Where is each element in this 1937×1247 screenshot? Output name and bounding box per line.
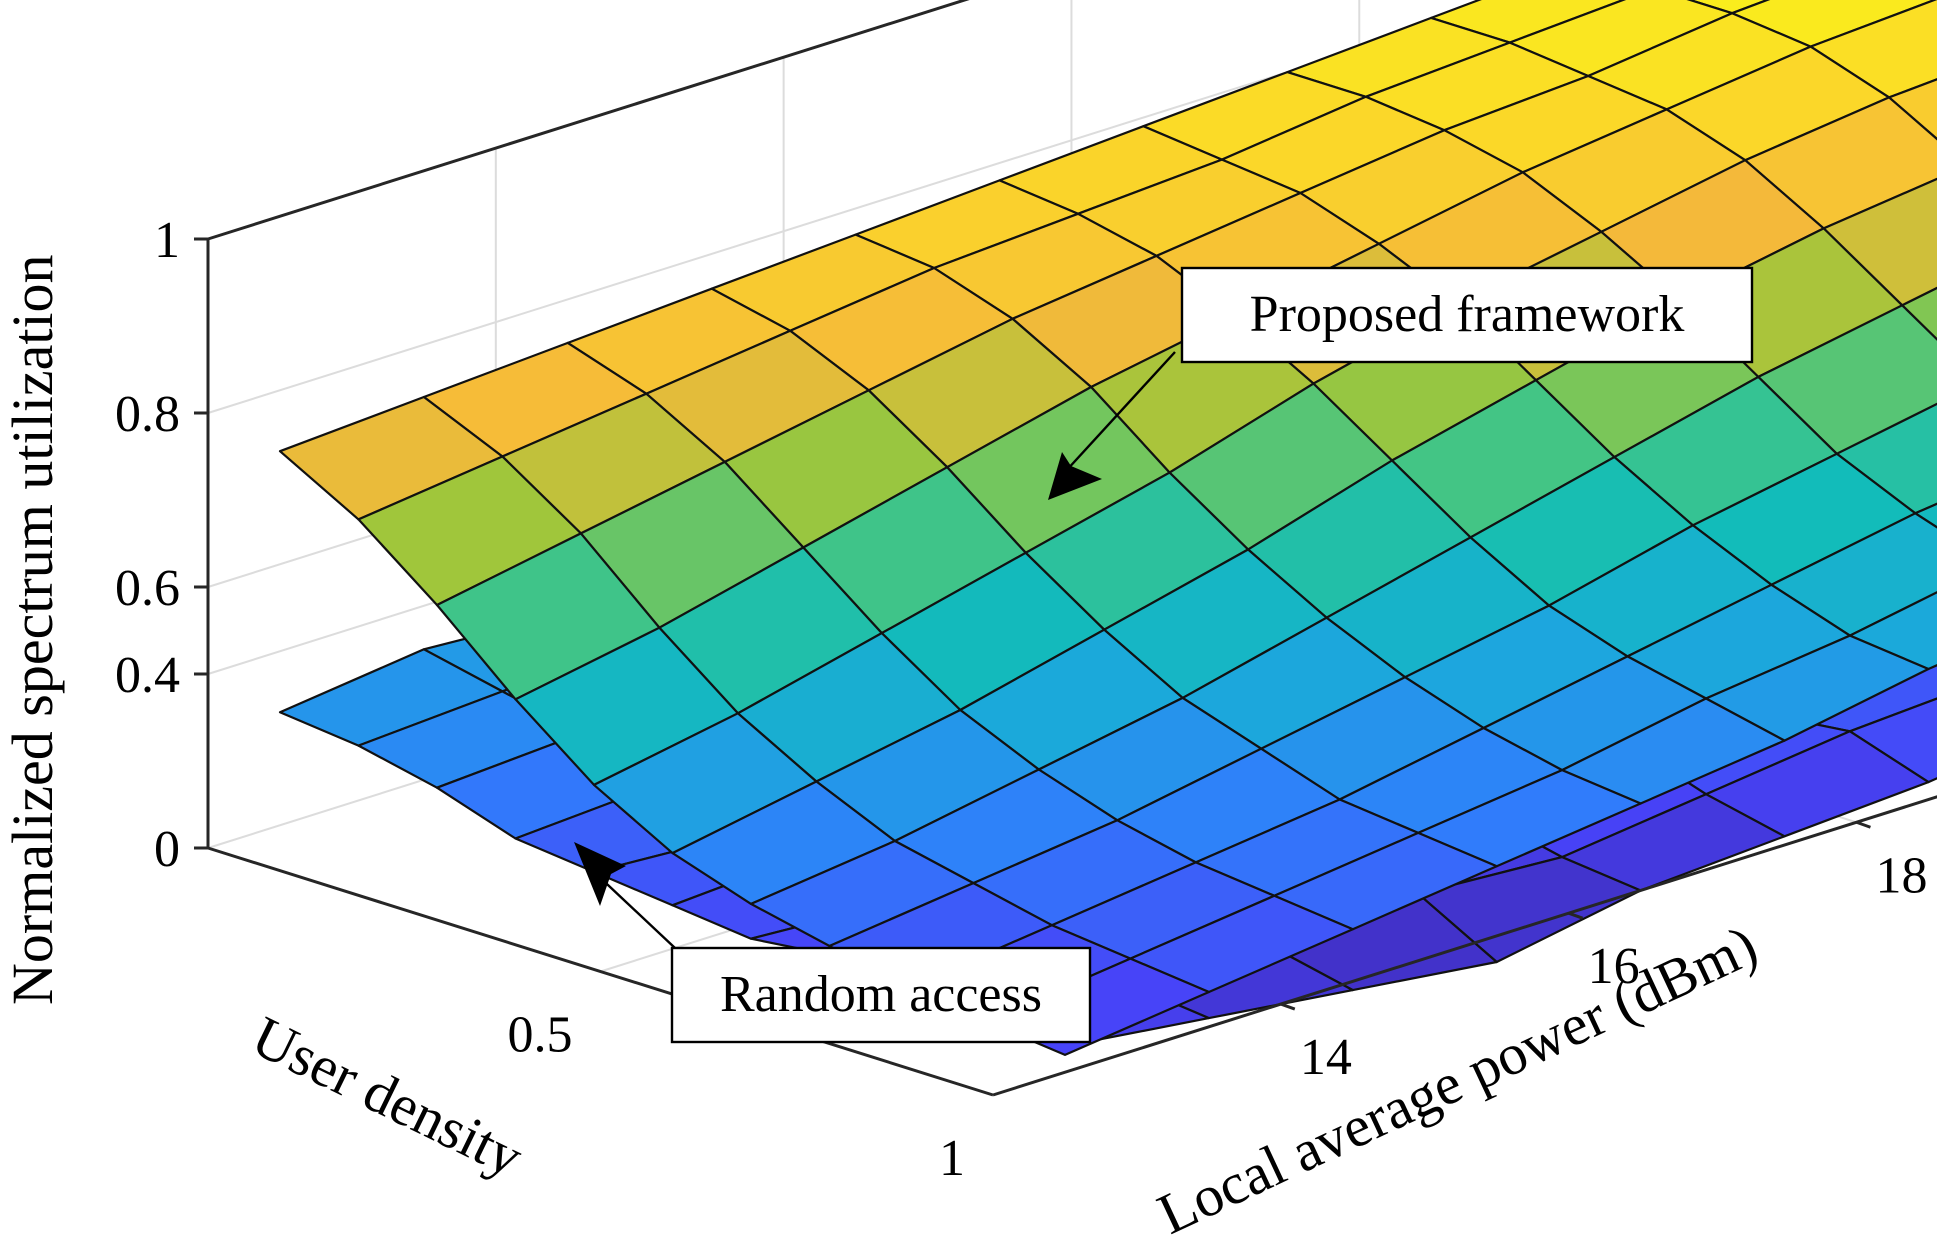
x-axis-line — [207, 846, 994, 1097]
y-axis-line — [992, 795, 1937, 1097]
z-tick-label: 0.6 — [115, 560, 180, 617]
annotation-random-box — [670, 946, 1092, 1044]
annotation-proposed-arrow-line — [1064, 351, 1176, 473]
x-tick-label: 1 — [939, 1130, 965, 1187]
annotation-random: Random access — [574, 842, 1092, 1044]
y-tick-mark — [1855, 820, 1871, 829]
y-tick-mark — [1568, 911, 1584, 920]
z-axis-label: Normalized spectrum utilization — [0, 254, 65, 1005]
grid-line-z-left — [207, 0, 1519, 414]
y-tick-label: 16 — [1588, 938, 1640, 995]
proposed-framework-patch — [1901, 286, 1937, 341]
tick-labels: 00.40.60.810.511416182022 — [115, 212, 1927, 1187]
x-axis-label: User density — [242, 1003, 533, 1189]
axes-front-box — [206, 239, 1937, 1097]
z-tick-label: 0.4 — [115, 647, 180, 704]
annotation-proposed: Proposed framework — [1048, 266, 1754, 500]
y-tick-mark — [1280, 1002, 1296, 1011]
x-tick-label: 0.5 — [508, 1007, 573, 1064]
z-tick-label: 0 — [154, 821, 180, 878]
axes-back-edge — [207, 0, 970, 241]
z-tick-label: 1 — [154, 212, 180, 269]
y-tick-label: 14 — [1300, 1029, 1352, 1086]
proposed-framework-patch — [1887, 78, 1937, 141]
annotation-random-arrowhead — [574, 842, 626, 906]
annotation-proposed-box — [1180, 266, 1754, 364]
proposed-framework-patch — [1914, 502, 1937, 529]
y-tick-label: 18 — [1875, 847, 1927, 904]
annotation-proposed-text: Proposed framework — [1250, 286, 1685, 343]
z-tick-label: 0.8 — [115, 386, 180, 443]
annotation-random-text: Random access — [720, 966, 1042, 1023]
annotation-proposed-arrowhead — [1048, 452, 1102, 500]
proposed-framework-surface — [278, 0, 1937, 1057]
